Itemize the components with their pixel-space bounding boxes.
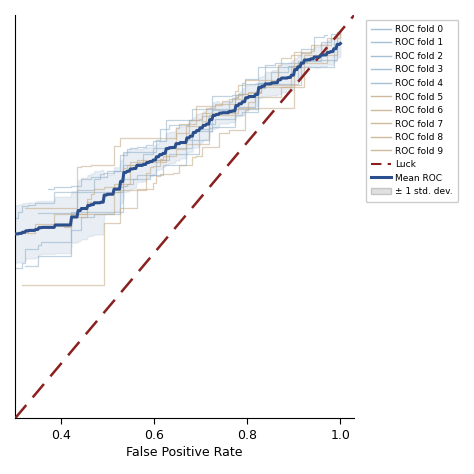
X-axis label: False Positive Rate: False Positive Rate bbox=[127, 446, 243, 459]
Legend: ROC fold 0, ROC fold 1, ROC fold 2, ROC fold 3, ROC fold 4, ROC fold 5, ROC fold: ROC fold 0, ROC fold 1, ROC fold 2, ROC … bbox=[365, 19, 458, 201]
